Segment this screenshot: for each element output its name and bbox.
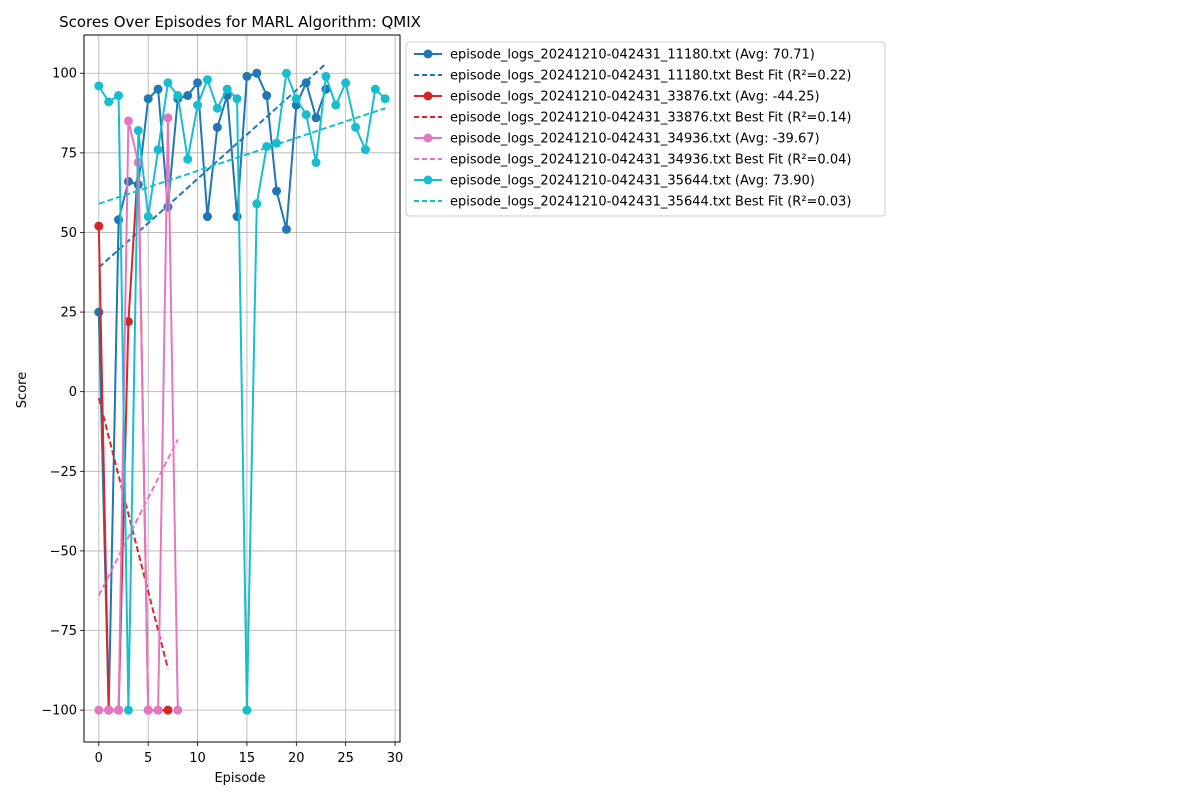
- x-tick-label: 25: [337, 751, 354, 766]
- data-point-0: [242, 71, 252, 81]
- x-tick-label: 10: [189, 751, 206, 766]
- data-point-3: [153, 145, 163, 155]
- data-point-0: [94, 307, 104, 317]
- data-point-3: [133, 126, 143, 136]
- data-point-3: [311, 157, 321, 167]
- plot-frame: [83, 34, 401, 743]
- y-tick-label: −25: [50, 465, 77, 480]
- data-point-3: [114, 91, 124, 101]
- data-point-0: [311, 113, 321, 123]
- legend-entry: episode_logs_20241210-042431_35644.txt B…: [450, 195, 851, 210]
- legend-entry: episode_logs_20241210-042431_34936.txt B…: [450, 153, 851, 168]
- data-point-0: [193, 78, 203, 88]
- grid-lines: [84, 35, 400, 742]
- x-tick-label: 20: [288, 751, 305, 766]
- legend: episode_logs_20241210-042431_11180.txt (…: [405, 41, 886, 217]
- fit-line-1: [97, 397, 169, 669]
- data-point-3: [341, 78, 351, 88]
- data-point-3: [123, 705, 133, 715]
- data-point-0: [202, 212, 212, 222]
- data-point-3: [232, 94, 242, 104]
- fit-line-3: [98, 107, 386, 205]
- data-point-3: [331, 100, 341, 110]
- data-point-3: [193, 100, 203, 110]
- data-point-0: [114, 215, 124, 225]
- data-point-0: [163, 202, 173, 212]
- legend-swatch-marker: [423, 91, 433, 101]
- data-point-3: [104, 97, 114, 107]
- legend-swatch-marker: [423, 133, 433, 143]
- data-point-3: [291, 94, 301, 104]
- legend-entry: episode_logs_20241210-042431_34936.txt (…: [450, 132, 820, 147]
- y-tick-label: 100: [52, 67, 77, 82]
- legend-entry: episode_logs_20241210-042431_11180.txt B…: [450, 69, 851, 84]
- data-point-0: [232, 212, 242, 222]
- data-point-3: [252, 199, 262, 209]
- data-point-0: [262, 91, 272, 101]
- data-point-0: [272, 186, 282, 196]
- data-point-0: [153, 84, 163, 94]
- data-point-3: [183, 154, 193, 164]
- plot-area: [94, 62, 390, 715]
- legend-swatch-marker: [423, 175, 433, 185]
- data-point-3: [242, 705, 252, 715]
- data-point-1: [123, 317, 133, 327]
- data-point-2: [123, 116, 133, 126]
- data-point-3: [143, 212, 153, 222]
- chart-title: Scores Over Episodes for MARL Algorithm:…: [59, 13, 421, 31]
- data-point-2: [163, 113, 173, 123]
- data-point-3: [321, 71, 331, 81]
- data-point-3: [222, 84, 232, 94]
- data-point-0: [183, 91, 193, 101]
- y-tick-label: 50: [60, 226, 77, 241]
- data-point-3: [173, 91, 183, 101]
- data-point-2: [173, 705, 183, 715]
- legend-entry: episode_logs_20241210-042431_33876.txt B…: [450, 111, 851, 126]
- data-point-3: [163, 78, 173, 88]
- y-tick-label: 0: [69, 385, 77, 400]
- legend-box: [405, 41, 886, 217]
- y-tick-label: −100: [41, 704, 77, 719]
- data-point-3: [301, 110, 311, 120]
- data-point-0: [252, 68, 262, 78]
- y-tick-label: −50: [50, 544, 77, 559]
- data-point-3: [380, 94, 390, 104]
- data-point-0: [123, 176, 133, 186]
- y-tick-label: 25: [60, 306, 77, 321]
- legend-entry: episode_logs_20241210-042431_11180.txt (…: [450, 48, 815, 63]
- data-point-0: [281, 224, 291, 234]
- data-point-3: [281, 68, 291, 78]
- data-point-3: [351, 122, 361, 132]
- x-tick-label: 15: [239, 751, 256, 766]
- data-point-3: [212, 103, 222, 113]
- data-point-2: [114, 705, 124, 715]
- y-tick-label: 75: [60, 146, 77, 161]
- x-tick-label: 5: [144, 751, 152, 766]
- y-tick-label: −75: [50, 624, 77, 639]
- data-point-0: [143, 94, 153, 104]
- data-point-2: [153, 705, 163, 715]
- legend-entry: episode_logs_20241210-042431_35644.txt (…: [450, 174, 815, 189]
- x-axis-label: Episode: [214, 771, 265, 786]
- data-point-3: [94, 81, 104, 91]
- data-point-2: [143, 705, 153, 715]
- fit-line-2: [97, 439, 179, 596]
- axis-ticks: 0 5 10 15 20 25 30 −100 −75 −50 −25 0 25 50 75 100: [41, 67, 403, 766]
- data-point-3: [370, 84, 380, 94]
- data-point-1: [163, 705, 173, 715]
- legend-swatch-marker: [423, 49, 433, 59]
- data-point-0: [212, 122, 222, 132]
- legend-entry: episode_logs_20241210-042431_33876.txt (…: [450, 90, 820, 105]
- data-point-3: [202, 75, 212, 85]
- data-point-2: [94, 705, 104, 715]
- data-point-3: [360, 145, 370, 155]
- data-point-2: [104, 705, 114, 715]
- x-tick-label: 30: [387, 751, 404, 766]
- data-point-1: [94, 221, 104, 231]
- x-tick-label: 0: [95, 751, 103, 766]
- y-axis-label: Score: [15, 372, 30, 408]
